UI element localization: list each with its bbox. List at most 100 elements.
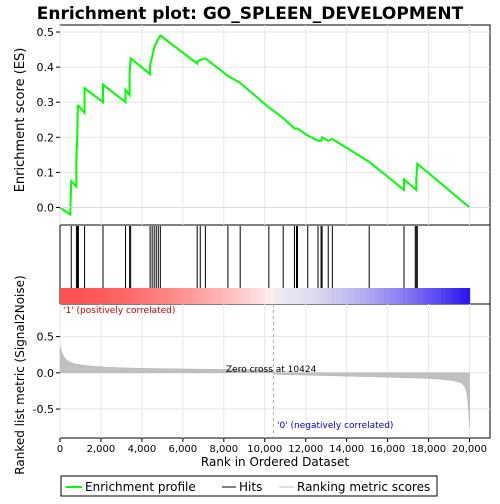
color-bar-segment — [231, 288, 237, 304]
color-bar-segment — [236, 288, 242, 304]
color-bar-segment — [402, 288, 409, 304]
zero-cross-label: Zero cross at 10424 — [226, 365, 317, 375]
color-bar-segment — [79, 288, 85, 304]
color-bar-segment — [160, 288, 166, 304]
color-bar-segment — [117, 288, 123, 304]
color-bar-segment — [350, 288, 356, 304]
x-axis-label: Rank in Ordered Dataset — [201, 455, 349, 469]
color-bar-segment — [340, 288, 347, 304]
color-bar-segment — [269, 288, 275, 304]
color-bar-segment — [279, 288, 285, 304]
metric-y-ticks: 0.5 0.0 -0.5 — [33, 331, 60, 416]
negative-correlation-label: '0' (negatively correlated) — [277, 421, 393, 431]
y-tick-label: 0.1 — [37, 166, 55, 179]
color-bar-segment — [150, 288, 156, 304]
y-tick-label: 0.0 — [37, 367, 55, 380]
color-bar-segment — [217, 288, 223, 304]
legend-metric-label: Ranking metric scores — [297, 480, 430, 494]
color-bar-segment — [398, 288, 404, 304]
metric-scores-area — [59, 345, 470, 426]
y-tick-label: 0.2 — [37, 131, 55, 144]
color-bar-segment — [293, 288, 299, 304]
ranked-list-color-bar — [60, 288, 471, 304]
color-bar-segment — [202, 288, 209, 304]
color-bar-segment — [107, 288, 113, 304]
color-bar-segment — [450, 288, 456, 304]
color-bar-segment — [83, 288, 90, 304]
color-bar-segment — [98, 288, 104, 304]
color-bar-segment — [440, 288, 447, 304]
color-bar-segment — [126, 288, 133, 304]
color-bar-segment — [464, 288, 471, 304]
color-bar-segment — [412, 288, 418, 304]
color-bar-segment — [164, 288, 171, 304]
bottom-y-axis-label: Ranked list metric (Signal2Noise) — [13, 275, 27, 474]
color-bar-segment — [140, 288, 147, 304]
color-bar-segment — [188, 288, 194, 304]
color-bar-segment — [312, 288, 318, 304]
color-bar-segment — [60, 288, 66, 304]
color-bar-segment — [250, 288, 256, 304]
color-bar-segment — [64, 288, 71, 304]
chart-title: Enrichment plot: GO_SPLEEN_DEVELOPMENT — [37, 4, 464, 24]
color-bar-segment — [274, 288, 280, 304]
color-bar-segment — [121, 288, 128, 304]
legend-hits-label: Hits — [239, 480, 262, 494]
color-bar-segment — [431, 288, 437, 304]
color-bar-segment — [393, 288, 399, 304]
color-bar-segment — [260, 288, 266, 304]
color-bar-segment — [374, 288, 380, 304]
color-bar-segment — [69, 288, 75, 304]
color-bar-segment — [421, 288, 428, 304]
color-bar-segment — [317, 288, 323, 304]
color-bar-segment — [198, 288, 204, 304]
enrichment-profile-line — [59, 34, 471, 217]
x-tick-label: 18,000 — [411, 444, 446, 455]
color-bar-segment — [407, 288, 413, 304]
color-bar-segment — [145, 288, 152, 304]
x-tick-label: 12,000 — [288, 444, 323, 455]
ranking-metric-area — [59, 304, 470, 438]
color-bar-segment — [112, 288, 118, 304]
y-tick-label: 0.4 — [37, 61, 55, 74]
color-bar-segment — [283, 288, 290, 304]
color-bar-segment — [436, 288, 442, 304]
color-bar-segment — [460, 288, 466, 304]
color-bar-segment — [445, 288, 452, 304]
color-bar-segment — [207, 288, 213, 304]
x-tick-label: 2,000 — [87, 444, 116, 455]
x-tick-label: 0 — [57, 444, 63, 455]
color-bar-segment — [136, 288, 142, 304]
color-bar-segment — [288, 288, 294, 304]
x-tick-label: 4,000 — [128, 444, 157, 455]
color-bar-segment — [336, 288, 342, 304]
color-bar-segment — [298, 288, 304, 304]
color-bar-segment — [183, 288, 190, 304]
color-bar-segment — [426, 288, 433, 304]
color-bar-segment — [93, 288, 99, 304]
color-bar-segment — [345, 288, 352, 304]
top-y-axis-label: Enrichment score (ES) — [13, 48, 28, 193]
x-tick-label: 10,000 — [247, 444, 282, 455]
legend-profile-label: Enrichment profile — [85, 480, 196, 494]
x-axis-ticks: 0 2,000 4,000 6,000 8,000 10,000 12,000 14,000 1… — [57, 438, 487, 455]
color-bar-segment — [321, 288, 328, 304]
color-bar-segment — [355, 288, 361, 304]
x-tick-label: 6,000 — [169, 444, 198, 455]
color-bar-segment — [74, 288, 80, 304]
color-bar-segment — [102, 288, 109, 304]
enrichment-profile — [59, 34, 490, 217]
y-tick-label: 0.5 — [37, 26, 55, 39]
color-bar-segment — [331, 288, 337, 304]
color-bar-segment — [307, 288, 313, 304]
color-bar-segment — [360, 288, 366, 304]
color-bar-segment — [379, 288, 385, 304]
x-tick-label: 20,000 — [452, 444, 487, 455]
color-bar-segment — [174, 288, 180, 304]
x-tick-label: 16,000 — [370, 444, 405, 455]
y-tick-label: 0.5 — [37, 331, 55, 344]
color-bar-segment — [155, 288, 161, 304]
color-bar-segment — [169, 288, 175, 304]
color-bar-segment — [302, 288, 309, 304]
